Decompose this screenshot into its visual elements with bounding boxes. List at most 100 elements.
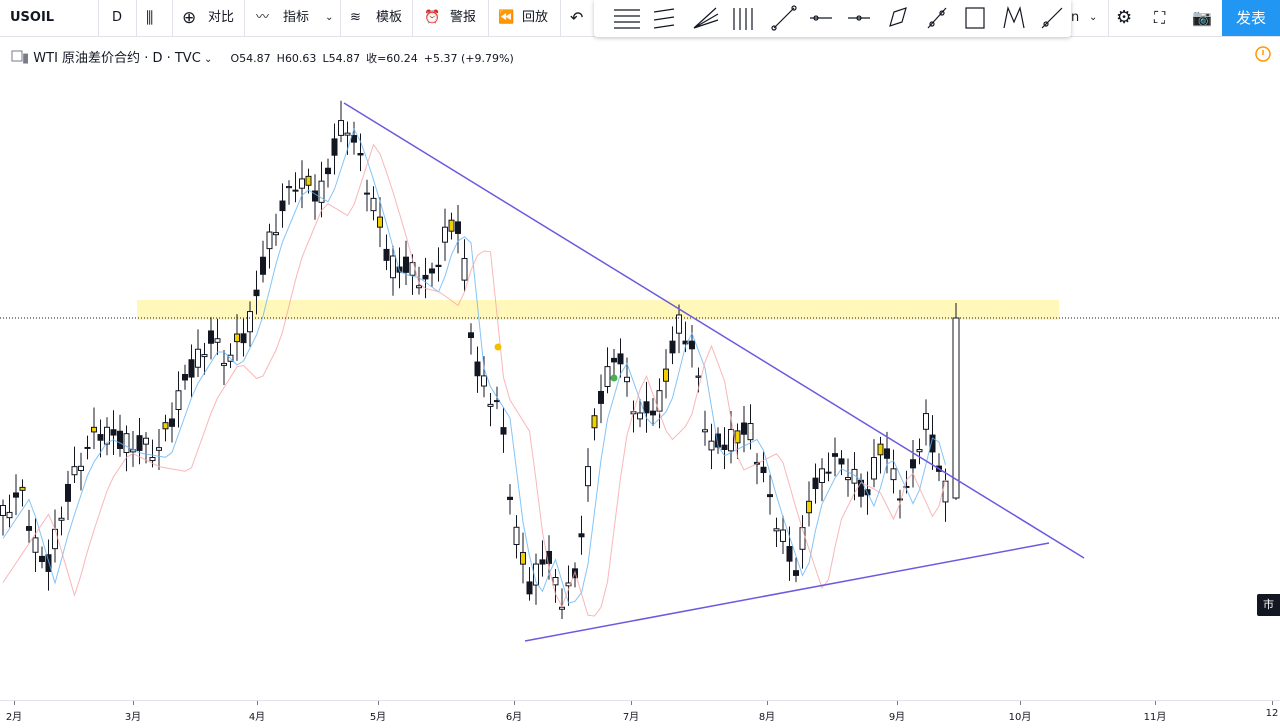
candle-body: [45, 554, 52, 572]
x-tick: [514, 701, 515, 705]
candle-body: [208, 330, 214, 344]
candle-body: [825, 471, 832, 474]
candle-body: [448, 219, 455, 232]
trend-line[interactable]: [524, 542, 1050, 642]
candle-body: [786, 546, 793, 562]
ohlc: O54.87 H60.63 L54.87 收=60.24 +5.37 (+9.79%): [230, 52, 513, 65]
trend-line[interactable]: [343, 102, 1085, 559]
x-tick-label: 12: [1265, 708, 1279, 719]
x-tick-label: 11月: [1143, 712, 1167, 723]
candle-body: [942, 480, 949, 503]
template-icon[interactable]: ≋: [350, 10, 361, 25]
candle-body: [221, 362, 227, 366]
candle-body: [149, 456, 156, 462]
candle-body: [669, 340, 676, 354]
candle-body: [884, 448, 890, 459]
tool-channel[interactable]: [653, 8, 675, 29]
compare-icon[interactable]: ⊕: [182, 8, 197, 28]
candle-body: [617, 353, 624, 365]
candle-body: [916, 449, 923, 453]
highlight-zone[interactable]: [137, 300, 1059, 320]
publish-button[interactable]: 发表: [1222, 0, 1280, 36]
tool-path[interactable]: [889, 7, 907, 27]
candle-body: [773, 528, 780, 532]
candle-body: [715, 433, 721, 448]
candle-body: [832, 453, 838, 457]
dropdown[interactable]: ⌄: [1089, 12, 1098, 23]
candle-body: [474, 361, 481, 377]
x-tick-label: 3月: [124, 712, 142, 723]
candle-body: [97, 434, 104, 441]
candle-body: [305, 175, 312, 186]
tool-hray[interactable]: [848, 15, 870, 21]
alert-icon[interactable]: ⏰: [424, 10, 441, 25]
candle-body: [13, 492, 19, 498]
candle-body: [897, 498, 903, 501]
tool-arrow[interactable]: [1041, 7, 1063, 29]
chart-canvas: [0, 46, 1280, 642]
fullscreen[interactable]: ⛶: [1154, 8, 1166, 27]
ohlc-value: 54.87: [239, 52, 271, 65]
candle-body: [624, 376, 630, 383]
candle-body: [403, 256, 409, 273]
templates[interactable]: 模板: [376, 10, 403, 25]
interval[interactable]: D: [112, 10, 123, 25]
moving-average: [2, 127, 946, 604]
snapshot[interactable]: 📷: [1192, 8, 1212, 27]
candle-body: [253, 289, 260, 297]
tool-trend[interactable]: [771, 5, 797, 31]
candle-body: [682, 340, 689, 345]
dropdown[interactable]: ⌄: [325, 12, 334, 23]
tool-pattern[interactable]: [1003, 5, 1025, 29]
symbol[interactable]: USOIL: [10, 10, 55, 25]
signal-dot: [494, 343, 502, 351]
x-tick-label: 7月: [622, 712, 640, 723]
candle-body: [182, 374, 188, 381]
warning-icon[interactable]: [1255, 46, 1271, 62]
tool-info-line[interactable]: [927, 7, 947, 29]
ohlc-value: 54.87: [328, 52, 361, 65]
tool-fan[interactable]: [693, 7, 719, 29]
candle-body: [247, 311, 253, 333]
candle-body: [169, 418, 175, 427]
replay[interactable]: 回放: [522, 10, 549, 25]
candle-body: [806, 500, 812, 514]
x-tick: [14, 701, 15, 705]
candle-body: [611, 357, 617, 363]
chart-type-icon[interactable]: ⫼: [146, 8, 154, 27]
candle-body: [507, 496, 513, 500]
settings[interactable]: ⚙: [1116, 7, 1133, 28]
indicator-icon[interactable]: 〰: [256, 10, 270, 25]
tool-hline[interactable]: [810, 15, 832, 21]
legend-title[interactable]: WTI 原油差价合约 · D · TVC: [33, 51, 201, 66]
undo[interactable]: ↶: [570, 8, 584, 27]
candle-body: [240, 333, 247, 344]
tool-lines[interactable]: [614, 9, 640, 29]
replay-icon[interactable]: ⏪: [498, 10, 515, 25]
collapse-icon[interactable]: [11, 50, 23, 62]
candle-body: [383, 248, 390, 261]
indicators[interactable]: 指标: [283, 10, 310, 25]
layout-name[interactable]: n: [1071, 10, 1080, 25]
candle-body: [819, 468, 825, 483]
candle-body: [910, 459, 916, 469]
candle-body: [923, 413, 929, 430]
candle-body: [903, 485, 910, 488]
x-tick: [1020, 701, 1021, 705]
candle-body: [156, 447, 162, 451]
candle-body: [195, 348, 201, 368]
candle-body: [416, 285, 422, 289]
tool-bars[interactable]: [733, 8, 753, 30]
tool-rectangle[interactable]: [965, 7, 985, 29]
compare[interactable]: 对比: [208, 10, 235, 25]
candle-body: [585, 466, 591, 487]
candle-body: [578, 533, 585, 538]
candle-body: [468, 332, 474, 339]
candle-body: [708, 440, 715, 451]
candle-body: [136, 435, 143, 451]
candle-body: [591, 415, 598, 429]
x-tick: [631, 701, 632, 705]
x-tick: [1272, 701, 1273, 705]
candle-body: [390, 255, 396, 279]
alerts[interactable]: 警报: [450, 10, 477, 25]
